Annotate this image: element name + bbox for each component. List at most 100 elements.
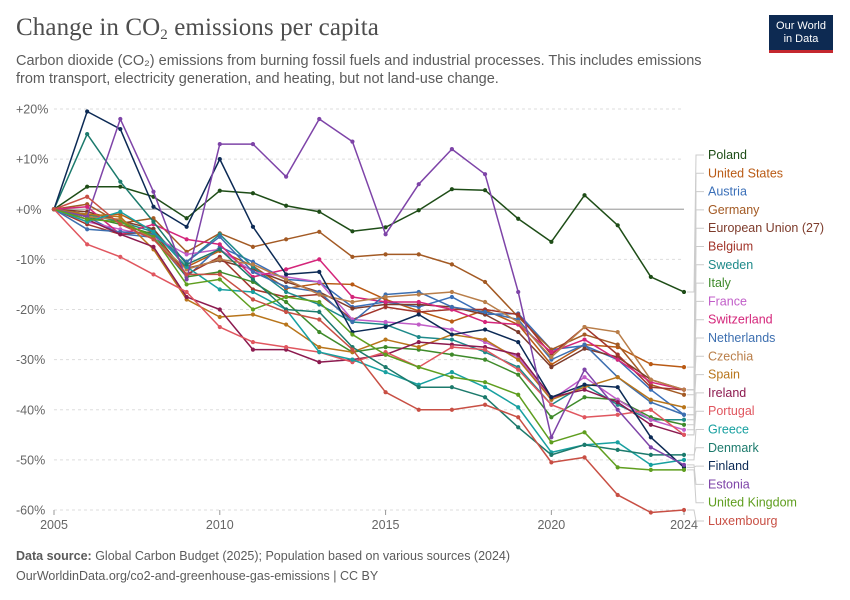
data-point[interactable] bbox=[350, 282, 355, 287]
data-point[interactable] bbox=[350, 306, 355, 311]
data-point[interactable] bbox=[549, 350, 554, 355]
data-point[interactable] bbox=[416, 385, 421, 390]
data-point[interactable] bbox=[383, 252, 388, 257]
data-point[interactable] bbox=[449, 385, 454, 390]
data-point[interactable] bbox=[51, 207, 57, 212]
data-point[interactable] bbox=[184, 289, 189, 295]
data-point[interactable] bbox=[681, 387, 687, 392]
data-point[interactable] bbox=[284, 277, 289, 282]
data-point[interactable] bbox=[516, 425, 521, 430]
data-point[interactable] bbox=[317, 299, 322, 305]
data-point[interactable] bbox=[416, 312, 421, 317]
data-point[interactable] bbox=[317, 317, 322, 322]
data-point[interactable] bbox=[615, 407, 620, 412]
data-point[interactable] bbox=[582, 193, 587, 198]
data-point[interactable] bbox=[350, 357, 355, 362]
data-point[interactable] bbox=[416, 365, 421, 370]
data-point[interactable] bbox=[184, 262, 189, 267]
data-point[interactable] bbox=[350, 347, 355, 352]
data-point[interactable] bbox=[516, 357, 521, 362]
data-point[interactable] bbox=[449, 289, 454, 295]
data-point[interactable] bbox=[383, 337, 388, 342]
data-point[interactable] bbox=[449, 304, 454, 310]
data-point[interactable] bbox=[681, 405, 687, 410]
series-line[interactable] bbox=[53, 208, 685, 466]
data-point[interactable] bbox=[516, 329, 521, 335]
data-point[interactable] bbox=[383, 299, 388, 305]
data-point[interactable] bbox=[482, 309, 488, 315]
data-point[interactable] bbox=[284, 344, 289, 350]
series-line[interactable] bbox=[53, 208, 685, 416]
data-point[interactable] bbox=[383, 304, 388, 310]
data-point[interactable] bbox=[416, 208, 421, 213]
legend-item-ireland[interactable]: Ireland bbox=[708, 386, 746, 400]
data-point[interactable] bbox=[648, 467, 653, 472]
data-point[interactable] bbox=[383, 390, 388, 395]
data-point[interactable] bbox=[582, 346, 587, 351]
data-point[interactable] bbox=[516, 415, 521, 420]
data-point[interactable] bbox=[549, 365, 554, 370]
data-point[interactable] bbox=[383, 365, 388, 370]
series-finland[interactable] bbox=[51, 109, 687, 470]
data-point[interactable] bbox=[615, 352, 620, 357]
data-point[interactable] bbox=[648, 452, 653, 457]
data-point[interactable] bbox=[383, 319, 388, 325]
series-line[interactable] bbox=[53, 203, 685, 396]
data-point[interactable] bbox=[582, 332, 587, 337]
data-point[interactable] bbox=[449, 332, 454, 337]
data-point[interactable] bbox=[151, 204, 156, 209]
data-point[interactable] bbox=[350, 254, 355, 259]
data-point[interactable] bbox=[118, 184, 123, 189]
data-point[interactable] bbox=[317, 209, 322, 214]
data-point[interactable] bbox=[449, 344, 454, 350]
data-point[interactable] bbox=[549, 395, 554, 400]
data-point[interactable] bbox=[118, 116, 123, 122]
data-point[interactable] bbox=[151, 237, 156, 242]
series-poland[interactable] bbox=[51, 184, 687, 295]
data-point[interactable] bbox=[217, 157, 222, 162]
data-point[interactable] bbox=[151, 244, 156, 249]
data-point[interactable] bbox=[449, 147, 454, 152]
data-point[interactable] bbox=[449, 352, 454, 357]
legend-item-poland[interactable]: Poland bbox=[708, 148, 747, 162]
data-point[interactable] bbox=[648, 397, 653, 402]
data-point[interactable] bbox=[648, 435, 653, 440]
series-estonia[interactable] bbox=[51, 116, 687, 467]
owid-logo[interactable]: Our World in Data bbox=[769, 15, 833, 53]
legend-item-czechia[interactable]: Czechia bbox=[708, 349, 753, 363]
data-point[interactable] bbox=[648, 274, 653, 280]
series-line[interactable] bbox=[53, 208, 685, 431]
data-point[interactable] bbox=[549, 402, 554, 407]
data-point[interactable] bbox=[416, 252, 421, 257]
data-point[interactable] bbox=[681, 365, 687, 370]
data-point[interactable] bbox=[681, 467, 687, 472]
data-point[interactable] bbox=[648, 422, 653, 427]
data-point[interactable] bbox=[184, 282, 189, 287]
series-line[interactable] bbox=[53, 208, 685, 416]
data-point[interactable] bbox=[648, 510, 653, 515]
legend-item-belgium[interactable]: Belgium bbox=[708, 240, 753, 254]
data-point[interactable] bbox=[151, 226, 156, 231]
data-point[interactable] bbox=[118, 232, 123, 237]
data-point[interactable] bbox=[284, 299, 289, 305]
data-point[interactable] bbox=[250, 297, 256, 302]
data-point[interactable] bbox=[516, 352, 521, 357]
data-point[interactable] bbox=[184, 277, 189, 282]
data-point[interactable] bbox=[681, 417, 687, 422]
data-point[interactable] bbox=[615, 492, 620, 498]
data-point[interactable] bbox=[582, 375, 587, 380]
data-point[interactable] bbox=[449, 319, 454, 324]
data-point[interactable] bbox=[681, 427, 687, 432]
series-line[interactable] bbox=[53, 208, 685, 391]
data-point[interactable] bbox=[85, 109, 90, 114]
data-point[interactable] bbox=[582, 367, 587, 372]
data-point[interactable] bbox=[118, 254, 123, 259]
series-line[interactable] bbox=[53, 208, 685, 436]
data-point[interactable] bbox=[217, 314, 222, 320]
data-point[interactable] bbox=[449, 294, 454, 300]
data-point[interactable] bbox=[582, 442, 587, 447]
data-point[interactable] bbox=[482, 357, 488, 362]
data-point[interactable] bbox=[250, 277, 256, 282]
data-point[interactable] bbox=[317, 116, 322, 122]
data-point[interactable] bbox=[250, 191, 256, 196]
